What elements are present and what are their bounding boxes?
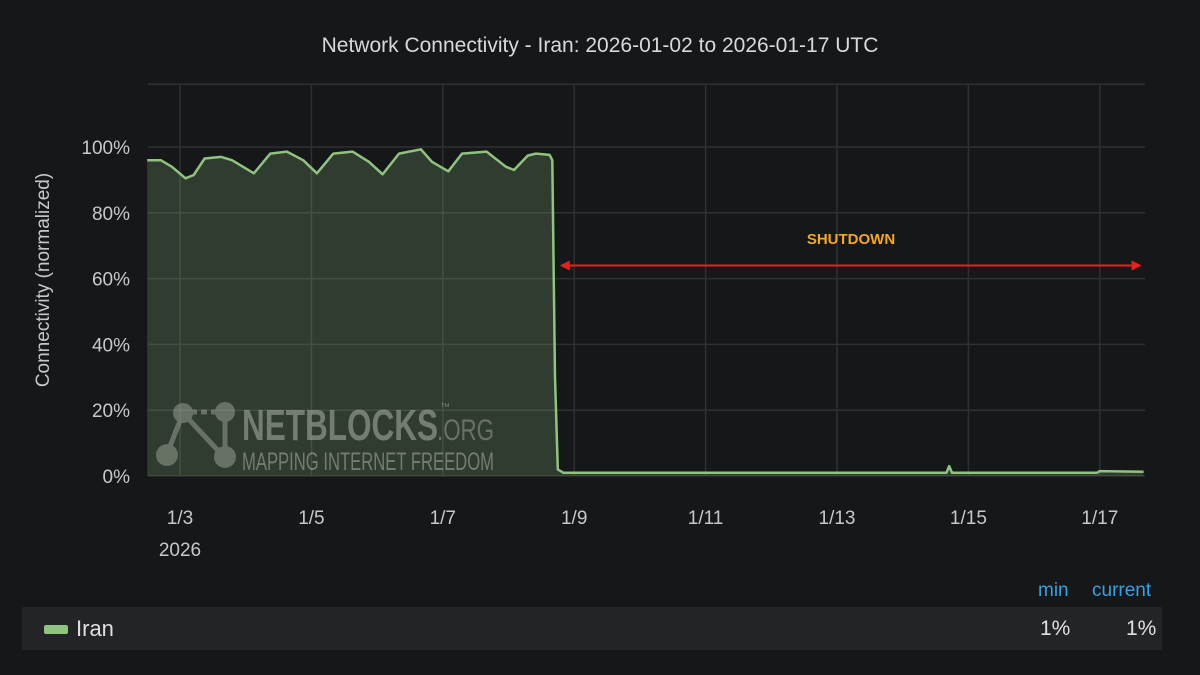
chart-title: Network Connectivity - Iran: 2026-01-02 … — [322, 34, 879, 57]
watermark-domain: .ORG — [437, 414, 494, 447]
watermark-tagline: MAPPING INTERNET FREEDOM — [242, 448, 494, 476]
shutdown-label: SHUTDOWN — [807, 231, 895, 248]
series-area-iran — [147, 149, 1144, 477]
x-tick-label: 1/5 — [298, 508, 324, 529]
x-tick-label: 1/7 — [430, 508, 456, 529]
arrowhead-left-icon — [559, 260, 570, 271]
x-tick-label: 1/9 — [561, 508, 587, 529]
x-tick-label: 1/13 — [819, 508, 856, 529]
legend-row-iran[interactable]: Iran 1% 1% — [22, 607, 1162, 650]
legend-header-current[interactable]: current — [1092, 580, 1152, 601]
y-ticks: 0% 20% 40% 60% 80% 100% — [81, 138, 130, 488]
legend-header-min[interactable]: min — [1038, 580, 1069, 601]
netblocks-watermark: NETBLOCKS ™ .ORG MAPPING INTERNET FREEDO… — [156, 401, 494, 476]
grid — [148, 83, 1145, 477]
legend-min-value: 1% — [1040, 617, 1071, 640]
legend-series-name[interactable]: Iran — [76, 616, 114, 641]
x-tick-label: 1/17 — [1081, 508, 1118, 529]
legend-current-value: 1% — [1126, 617, 1157, 640]
y-tick-label: 20% — [92, 401, 130, 422]
arrowhead-right-icon — [1131, 260, 1142, 271]
y-tick-label: 40% — [92, 335, 130, 356]
y-tick-label: 60% — [92, 270, 130, 291]
legend-swatch-icon — [44, 625, 68, 634]
shutdown-annotation: SHUTDOWN — [559, 231, 1142, 271]
x-tick-label: 1/3 — [167, 508, 193, 529]
netblocks-logo-icon — [156, 402, 236, 468]
y-tick-label: 0% — [103, 467, 131, 488]
y-tick-label: 80% — [92, 204, 130, 225]
y-axis-label: Connectivity (normalized) — [33, 173, 54, 387]
watermark-tm: ™ — [440, 402, 450, 413]
watermark-brand: NETBLOCKS — [242, 401, 438, 450]
x-tick-label: 1/15 — [950, 508, 987, 529]
y-tick-label: 100% — [81, 138, 130, 159]
x-ticks: 1/3 1/5 1/7 1/9 1/11 1/13 1/15 1/17 — [167, 508, 1119, 529]
x-tick-label: 1/11 — [688, 508, 724, 529]
series-line-iran — [147, 148, 1144, 474]
x-tick-year: 2026 — [159, 540, 201, 561]
chart: Network Connectivity - Iran: 2026-01-02 … — [33, 34, 1145, 561]
